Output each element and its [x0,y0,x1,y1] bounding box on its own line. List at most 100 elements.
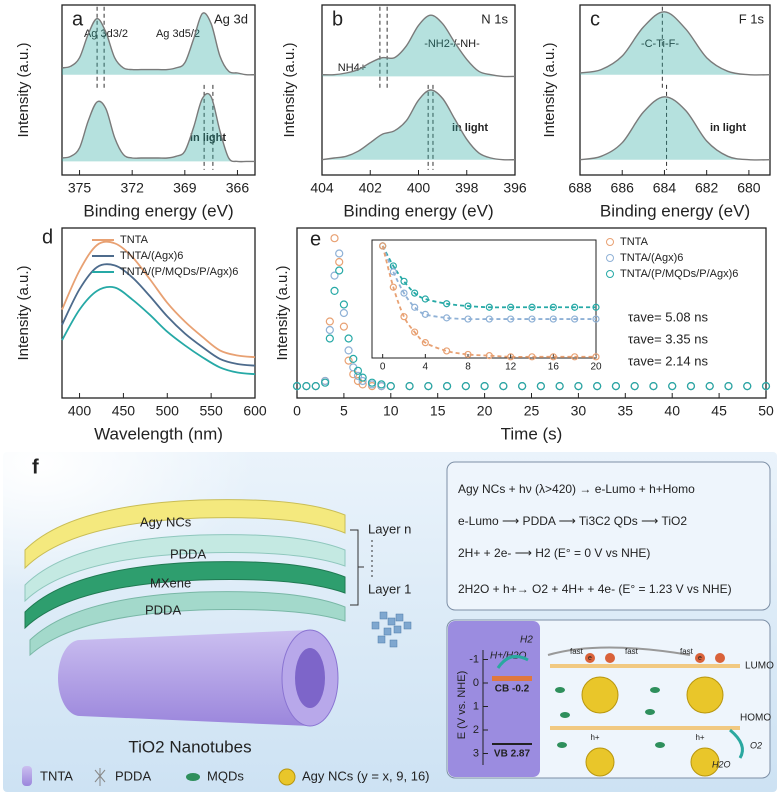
panel-label: d [42,226,53,248]
data-point [339,300,348,309]
homo-band [550,726,740,730]
nanotube [58,630,338,726]
data-point [424,382,433,391]
legend-label: PDDA [115,768,151,783]
curve [61,263,256,367]
data-point [405,382,414,391]
x-tick-label: 400 [407,180,431,196]
data-point [499,382,508,391]
data-point [389,283,397,291]
data-point [344,356,353,365]
x-tick-label: 550 [199,403,223,419]
fast-label: fast [680,647,694,656]
data-point [761,382,771,391]
x-tick-label: 25 [524,403,540,419]
legend-label: TNTA [120,234,149,246]
data-point [724,382,733,391]
x-tick-label: 400 [68,403,92,419]
layer-sheet [29,591,346,657]
data-point [461,382,470,391]
legend-label: TNTA/(Agx)6 [120,250,183,262]
data-point [321,378,330,387]
x-tick-label: 396 [503,180,527,196]
data-point [421,310,429,318]
x-tick-label: 404 [310,180,334,196]
fast-label: fast [570,647,584,656]
data-point [528,303,536,311]
inset-x-tick-label: 20 [590,362,602,373]
data-point [358,373,367,382]
y-axis-label: Intensity (a.u.) [15,265,32,360]
data-point [339,308,348,318]
y-axis-label: Intensity (a.u.) [274,265,291,360]
x-tick-label: 369 [173,180,197,196]
data-point [358,376,367,386]
data-point [421,339,429,347]
inset-x-tick-label: 12 [505,362,517,373]
x-tick-label: 450 [112,403,136,419]
x-tick-label: 398 [455,180,479,196]
h2o-label: H2O [712,759,731,769]
data-point [464,350,472,359]
data-point [335,266,344,275]
nanotube-label: TiO2 Nanotubes [128,737,251,756]
layer-bracket [350,529,364,606]
data-point [571,315,579,323]
data-point [630,382,639,391]
curve [61,12,256,76]
data-point [325,325,334,335]
legend-label: TNTA/(P/MQDs/P/Agx)6 [120,266,238,278]
x-tick-label: 372 [121,180,145,196]
legend-icon [22,766,32,786]
y-axis-label: Intensity (a.u.) [281,42,298,137]
equation: e-Lumo ⟶ PDDA ⟶ Ti3C2 QDs ⟶ TiO2 [458,514,687,528]
data-point [611,382,621,391]
inset-x-tick-label: 0 [380,362,386,373]
data-point [705,382,714,391]
x-tick-label: 35 [618,403,634,419]
data-point [485,352,493,360]
energy-tick-label: 0 [473,677,479,689]
peak-area [322,89,515,160]
data-point [443,300,451,308]
vb-label: VB 2.87 [494,749,531,760]
legend-label: TNTA/(P/MQDs/P/Agx)6 [620,268,738,280]
cube-cluster [371,611,412,648]
energy-tick-label: 1 [473,700,479,712]
data-point [507,315,515,323]
data-point [528,315,536,323]
lifetime-label: τave= 5.08 ns [628,309,708,324]
curve [321,14,516,78]
data-point [349,354,358,363]
lifetime-label: τave= 2.14 ns [628,353,708,368]
peak-area [62,93,255,162]
data-point [528,353,536,361]
x-tick-label: 402 [359,180,383,196]
x-axis-label: Binding energy (eV) [343,201,493,220]
data-point [592,303,600,311]
lifetime-label: τave= 3.35 ns [628,331,708,346]
panel-label: e [310,228,321,250]
energy-axis-panel [448,621,540,777]
data-point [335,249,344,258]
lumo-label: LUMO [745,661,774,672]
legend-icon [94,768,106,786]
cb-band [492,676,532,681]
legend-icon [186,773,200,781]
peak-area [580,96,770,160]
mqd-dots [555,687,665,748]
data-point [686,382,696,391]
data-point [571,353,579,361]
curve [61,286,256,376]
data-point [411,328,419,336]
curve [381,245,596,309]
legend-marker [606,270,614,278]
energy-tick-label: 2 [473,724,479,736]
x-tick-label: 600 [243,403,267,419]
data-point [325,334,334,343]
x-tick-label: 15 [430,403,446,419]
electrons: e e h+ h+ [585,653,725,742]
legend-label: TNTA [40,768,73,783]
data-point [353,366,363,375]
plot-frame [61,227,256,399]
